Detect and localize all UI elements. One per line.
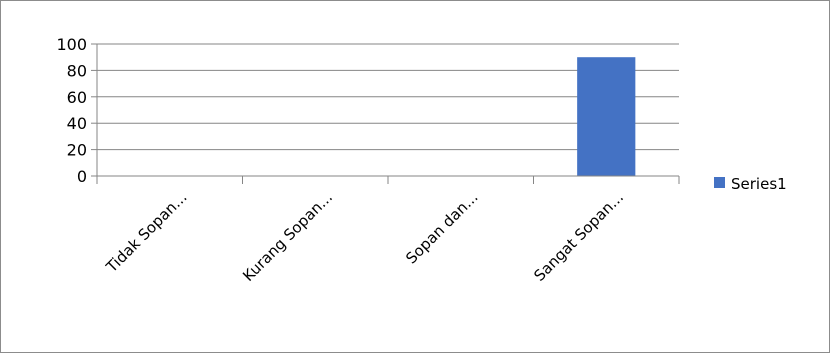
y-tick-label: 60 xyxy=(67,88,87,107)
y-tick-label: 40 xyxy=(67,114,87,133)
x-category-label: Tidak Sopan... xyxy=(102,188,191,277)
y-tick-label: 0 xyxy=(77,167,87,186)
bar-4 xyxy=(577,57,636,177)
x-category-label: Sangat Sopan... xyxy=(530,188,627,285)
x-category-label: Sopan dan... xyxy=(402,188,481,267)
y-tick-label: 20 xyxy=(67,141,87,160)
x-category-label: Kurang Sopan... xyxy=(239,188,336,285)
legend-swatch-series1 xyxy=(714,177,725,188)
legend-label-series1: Series1 xyxy=(731,175,787,193)
y-tick-label: 80 xyxy=(67,61,87,80)
y-tick-label: 100 xyxy=(56,35,87,54)
